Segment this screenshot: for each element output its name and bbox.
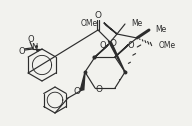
Text: N: N	[31, 43, 37, 53]
Text: OMe: OMe	[159, 40, 176, 50]
Text: O: O	[95, 85, 103, 93]
Polygon shape	[104, 23, 117, 34]
Text: O: O	[128, 40, 134, 50]
Text: Me: Me	[155, 25, 166, 35]
Polygon shape	[108, 41, 125, 72]
Polygon shape	[115, 45, 128, 57]
Text: Me: Me	[131, 19, 142, 27]
Text: O: O	[74, 87, 80, 96]
Text: O: O	[28, 36, 34, 44]
Polygon shape	[95, 45, 108, 57]
Text: O: O	[94, 10, 102, 20]
Text: O: O	[100, 40, 106, 50]
Text: O: O	[109, 39, 117, 48]
Text: OMe: OMe	[81, 19, 98, 27]
Text: O: O	[19, 46, 25, 55]
Polygon shape	[80, 72, 85, 90]
